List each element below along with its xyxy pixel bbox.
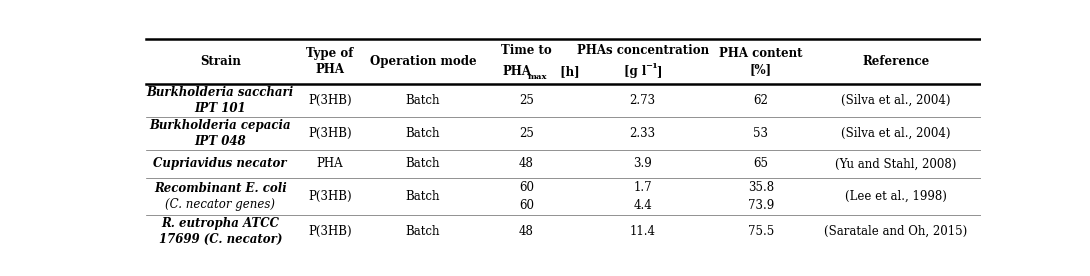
- Text: −1: −1: [645, 62, 658, 70]
- Text: PHA content
[%]: PHA content [%]: [719, 47, 802, 76]
- Text: 2.73: 2.73: [630, 94, 656, 107]
- Text: 25: 25: [519, 127, 534, 140]
- Text: 60: 60: [519, 181, 534, 194]
- Text: 25: 25: [519, 94, 534, 107]
- Text: P(3HB): P(3HB): [308, 225, 352, 238]
- Text: Burkholderia sacchari: Burkholderia sacchari: [147, 86, 294, 99]
- Text: 11.4: 11.4: [630, 225, 656, 238]
- Text: 48: 48: [519, 225, 534, 238]
- Text: Operation mode: Operation mode: [370, 55, 476, 68]
- Text: Batch: Batch: [405, 225, 440, 238]
- Text: (Lee et al., 1998): (Lee et al., 1998): [845, 190, 947, 203]
- Text: 53: 53: [753, 127, 768, 140]
- Text: Cupriavidus necator: Cupriavidus necator: [154, 157, 287, 170]
- Text: 35.8: 35.8: [748, 181, 774, 194]
- Text: P(3HB): P(3HB): [308, 94, 352, 107]
- Text: (Silva et al., 2004): (Silva et al., 2004): [841, 127, 950, 140]
- Text: 1.7: 1.7: [633, 181, 652, 194]
- Text: Reference: Reference: [862, 55, 930, 68]
- Text: IPT 101: IPT 101: [194, 102, 246, 115]
- Text: Time to: Time to: [501, 44, 552, 57]
- Text: Recombinant E. coli: Recombinant E. coli: [154, 182, 287, 195]
- Text: P(3HB): P(3HB): [308, 127, 352, 140]
- Text: (C. necator genes): (C. necator genes): [166, 198, 276, 211]
- Text: ]: ]: [656, 65, 662, 78]
- Text: Batch: Batch: [405, 127, 440, 140]
- Text: PHA: PHA: [502, 65, 532, 78]
- Text: Type of
PHA: Type of PHA: [306, 47, 354, 76]
- Text: Burkholderia cepacia: Burkholderia cepacia: [149, 119, 291, 132]
- Text: IPT 048: IPT 048: [194, 135, 246, 148]
- Text: P(3HB): P(3HB): [308, 190, 352, 203]
- Text: 4.4: 4.4: [633, 199, 652, 212]
- Text: (Saratale and Oh, 2015): (Saratale and Oh, 2015): [824, 225, 968, 238]
- Text: 60: 60: [519, 199, 534, 212]
- Text: 2.33: 2.33: [630, 127, 656, 140]
- Text: [h]: [h]: [556, 65, 580, 78]
- Text: PHA: PHA: [317, 157, 343, 170]
- Text: 65: 65: [753, 157, 768, 170]
- Text: Batch: Batch: [405, 94, 440, 107]
- Text: 75.5: 75.5: [748, 225, 774, 238]
- Text: 73.9: 73.9: [748, 199, 774, 212]
- Text: Batch: Batch: [405, 190, 440, 203]
- Text: [g l: [g l: [625, 65, 646, 78]
- Text: Batch: Batch: [405, 157, 440, 170]
- Text: (Silva et al., 2004): (Silva et al., 2004): [841, 94, 950, 107]
- Text: max: max: [529, 73, 547, 81]
- Text: 17699 (C. necator): 17699 (C. necator): [159, 233, 282, 246]
- Text: 3.9: 3.9: [633, 157, 652, 170]
- Text: (Yu and Stahl, 2008): (Yu and Stahl, 2008): [835, 157, 957, 170]
- Text: 62: 62: [753, 94, 768, 107]
- Text: R. eutropha ATCC: R. eutropha ATCC: [161, 217, 279, 230]
- Text: Strain: Strain: [199, 55, 241, 68]
- Text: 48: 48: [519, 157, 534, 170]
- Text: PHAs concentration: PHAs concentration: [577, 44, 708, 57]
